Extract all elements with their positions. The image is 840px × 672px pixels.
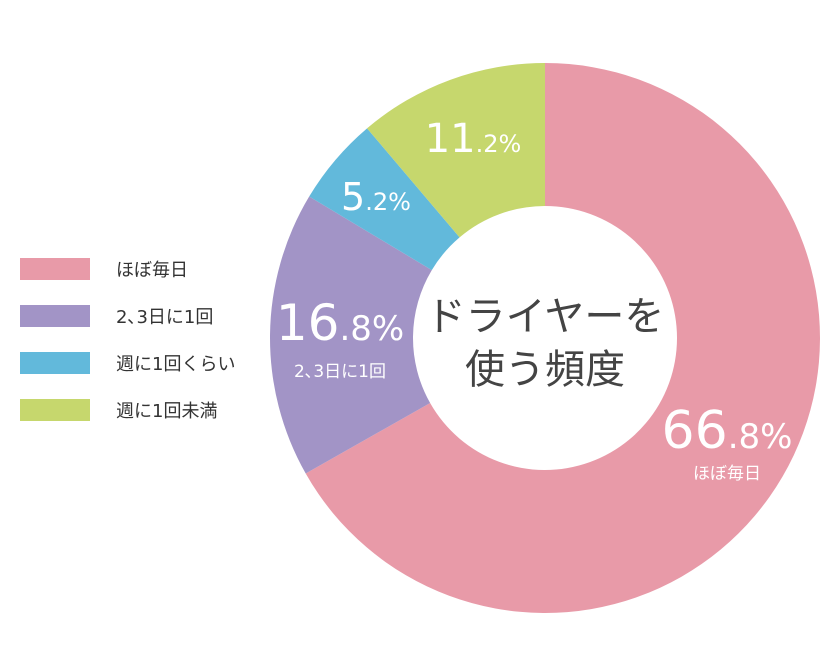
legend: ほぼ毎日 2､3日に1回 週に1回くらい 週に1回未満 (20, 258, 235, 446)
data-label-3: 11.2% (425, 116, 522, 162)
data-label-0: 66.8% (662, 401, 793, 461)
slice-3 (367, 63, 545, 238)
legend-swatch (20, 305, 90, 327)
data-label-decimal: .8% (339, 309, 404, 349)
slice-1 (270, 196, 432, 474)
data-label-decimal: .8% (728, 417, 793, 457)
donut-slices (270, 63, 820, 613)
legend-item-less-than-weekly: 週に1回未満 (20, 399, 235, 422)
legend-label: ほぼ毎日 (116, 260, 188, 281)
legend-swatch (20, 258, 90, 280)
legend-item-daily: ほぼ毎日 (20, 258, 235, 281)
chart-title-line-2: 使う頻度 (465, 347, 625, 393)
legend-item-weekly: 週に1回くらい (20, 352, 236, 375)
legend-swatch (20, 399, 90, 421)
data-label-integer: 16 (276, 294, 340, 352)
legend-swatch (20, 352, 90, 374)
data-label-integer: 5 (341, 175, 365, 219)
legend-label: 週に1回未満 (116, 401, 218, 422)
slice-2 (309, 128, 460, 271)
chart-title-line-1: ドライヤーを (426, 294, 665, 340)
data-label-decimal: .2% (365, 188, 411, 216)
chart-title: ドライヤーを 使う頻度 (426, 294, 665, 393)
data-label-integer: 66 (662, 401, 728, 461)
data-label-category-0: ほぼ毎日 (693, 464, 761, 484)
data-label-integer: 11 (425, 116, 476, 162)
slice-0 (305, 63, 820, 613)
data-label-category-1: 2､3日に1回 (294, 362, 386, 382)
legend-label: 2､3日に1回 (116, 307, 214, 328)
legend-item-every-2-3-days: 2､3日に1回 (20, 305, 235, 328)
data-label-decimal: .2% (476, 130, 522, 158)
data-label-1: 16.8% (276, 294, 404, 352)
data-label-2: 5.2% (341, 175, 411, 219)
legend-label: 週に1回くらい (116, 354, 236, 375)
